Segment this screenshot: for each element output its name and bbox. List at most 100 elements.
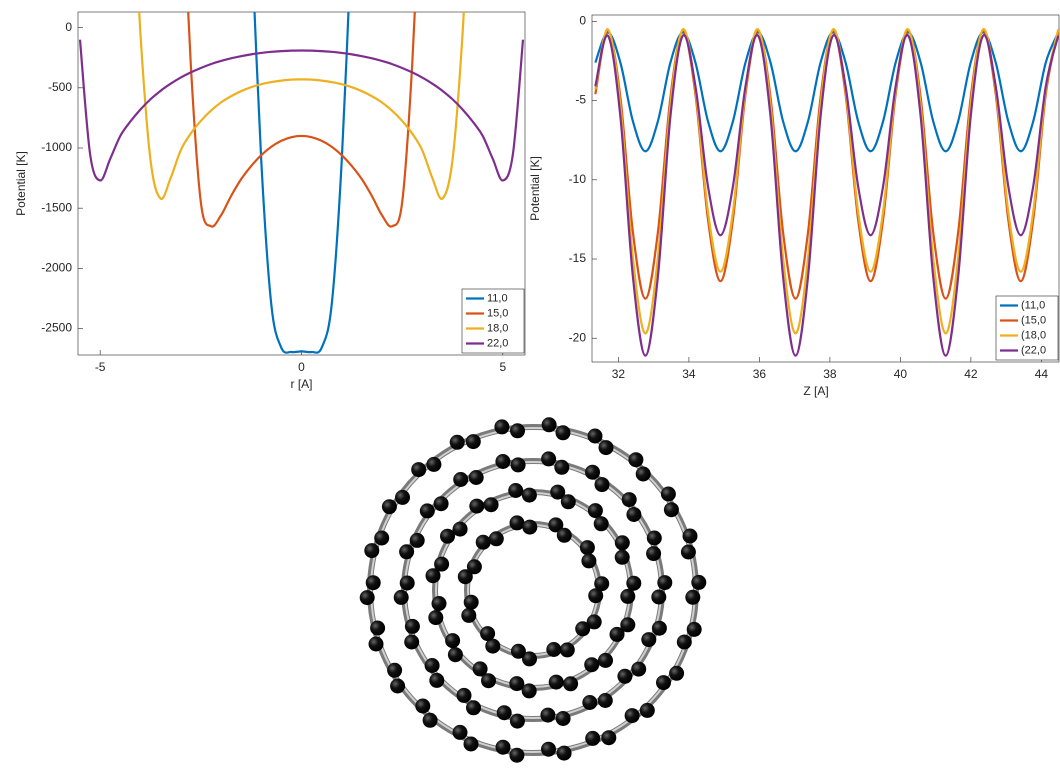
atom xyxy=(511,644,526,659)
atom xyxy=(464,737,479,752)
atom xyxy=(394,590,409,605)
atom xyxy=(563,676,578,691)
atom xyxy=(691,575,706,590)
atom xyxy=(557,528,572,543)
y-tick-label: -5 xyxy=(575,93,586,107)
atom xyxy=(601,730,616,745)
atom xyxy=(661,487,676,502)
atom xyxy=(522,488,537,503)
atom xyxy=(581,553,596,568)
atom xyxy=(582,695,597,710)
atom xyxy=(541,742,556,757)
x-axis-label: Z [A] xyxy=(803,384,828,398)
atom xyxy=(453,472,468,487)
legend-label: (15,0 xyxy=(1021,314,1046,326)
atom xyxy=(557,746,572,761)
atom xyxy=(399,544,414,559)
atom xyxy=(510,515,525,530)
x-tick-label: 34 xyxy=(682,367,696,381)
y-tick-label: -20 xyxy=(569,330,587,344)
y-tick-label: 0 xyxy=(579,14,586,28)
atom xyxy=(453,522,468,537)
atom xyxy=(626,507,641,522)
atom xyxy=(617,669,632,684)
atom xyxy=(425,658,440,673)
atom xyxy=(469,499,484,514)
y-tick-label: -2500 xyxy=(41,321,72,335)
atom xyxy=(415,699,430,714)
atom xyxy=(369,637,384,652)
atom xyxy=(541,451,556,466)
atom xyxy=(429,673,444,688)
atom xyxy=(580,540,595,555)
plot-area xyxy=(78,12,525,355)
atom xyxy=(464,595,479,610)
legend-label: (22,0 xyxy=(1021,344,1046,356)
atom xyxy=(628,452,643,467)
atom xyxy=(561,494,576,509)
atom xyxy=(588,588,603,603)
atom xyxy=(669,666,684,681)
atom xyxy=(683,529,698,544)
atom xyxy=(461,608,476,623)
atom xyxy=(640,703,655,718)
atom xyxy=(395,490,410,505)
atom xyxy=(508,483,523,498)
atom xyxy=(546,642,561,657)
atom xyxy=(494,419,509,434)
atom xyxy=(480,626,495,641)
atom xyxy=(687,622,702,637)
atom xyxy=(588,429,603,444)
y-tick-label: -1000 xyxy=(41,140,72,154)
atom xyxy=(370,621,385,636)
atom xyxy=(594,516,609,531)
y-axis-label: Potential [K] xyxy=(528,156,542,221)
atom xyxy=(522,520,537,535)
atom xyxy=(511,457,526,472)
atom xyxy=(476,535,491,550)
atom xyxy=(448,647,463,662)
figure: 0-500-1000-1500-2000-2500-505r [A]Potent… xyxy=(0,0,1060,768)
atom xyxy=(484,497,499,512)
y-tick-label: -1500 xyxy=(41,200,72,214)
atom xyxy=(560,642,575,657)
atom xyxy=(610,627,625,642)
atom xyxy=(432,596,447,611)
atom xyxy=(595,477,610,492)
atom xyxy=(466,700,481,715)
atom xyxy=(681,545,696,560)
atom xyxy=(620,589,635,604)
x-tick-label: 38 xyxy=(823,367,837,381)
atom xyxy=(631,662,646,677)
atom xyxy=(420,503,435,518)
atom xyxy=(469,470,484,485)
x-tick-label: -5 xyxy=(95,360,106,374)
x-tick-label: 5 xyxy=(500,360,507,374)
atom xyxy=(626,576,641,591)
atom xyxy=(542,417,557,432)
legend-label: (11,0 xyxy=(1021,299,1045,311)
atom xyxy=(540,708,555,723)
atom xyxy=(509,748,524,763)
atom xyxy=(366,575,381,590)
atom xyxy=(575,621,590,636)
atom xyxy=(453,725,468,740)
x-tick-label: 32 xyxy=(612,367,626,381)
atom xyxy=(641,632,656,647)
y-tick-label: -500 xyxy=(48,80,72,94)
atom xyxy=(496,740,511,755)
atom xyxy=(554,460,569,475)
atom xyxy=(664,502,679,517)
y-tick-label: -2000 xyxy=(41,261,72,275)
y-tick-label: -10 xyxy=(569,172,587,186)
atom xyxy=(450,435,465,450)
x-tick-label: 40 xyxy=(894,367,908,381)
chart: 0-5-10-15-2032343638404244Z [A]Potential… xyxy=(528,14,1059,399)
atom xyxy=(411,462,426,477)
atom xyxy=(651,590,666,605)
atom xyxy=(434,557,449,572)
atom xyxy=(445,633,460,648)
atom xyxy=(510,714,525,729)
atom xyxy=(625,708,640,723)
atom xyxy=(434,496,449,511)
